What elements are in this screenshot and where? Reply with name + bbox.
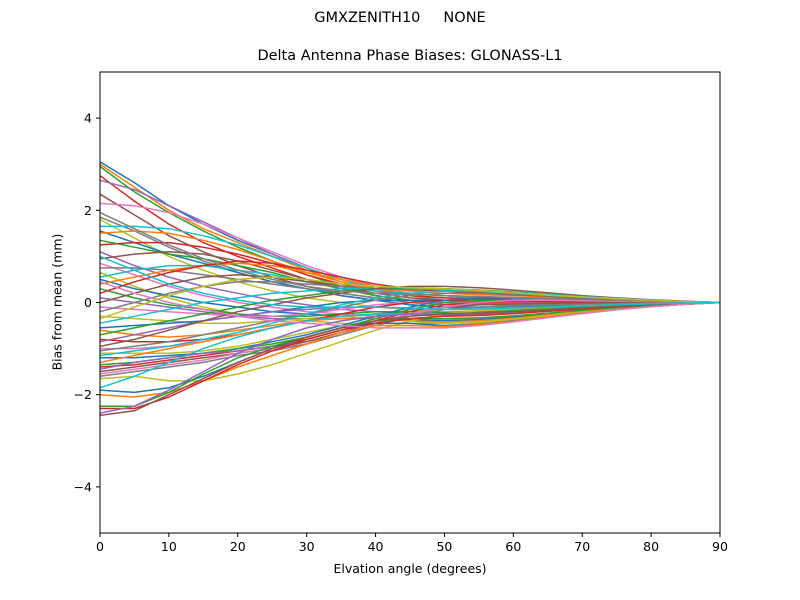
x-axis-label: Elvation angle (degrees) [333, 561, 487, 576]
series-line [99, 301, 721, 389]
series-line [99, 211, 721, 304]
series-line [99, 281, 721, 329]
x-tick-label: 80 [643, 539, 659, 554]
x-tick-label: 10 [161, 539, 177, 554]
series-line [99, 301, 721, 417]
series-line [100, 301, 721, 410]
x-tick-label: 20 [230, 539, 246, 554]
x-axis-ticks: 0 10 20 30 40 50 60 70 80 90 [96, 533, 728, 554]
y-tick-label: −4 [74, 479, 92, 494]
figure-suptitle: GMXZENITH10 NONE [314, 10, 486, 26]
chart-title: Delta Antenna Phase Biases: GLONASS-L1 [257, 48, 563, 64]
series-line [99, 161, 721, 304]
series-line [99, 300, 720, 368]
x-tick-label: 70 [574, 539, 590, 554]
y-tick-label: 2 [84, 203, 92, 218]
x-tick-label: 30 [299, 539, 315, 554]
series-lines [99, 161, 721, 417]
x-tick-label: 90 [712, 539, 728, 554]
series-line [99, 255, 721, 311]
x-tick-label: 60 [505, 539, 521, 554]
y-tick-label: 0 [84, 295, 92, 310]
y-axis-ticks: −4 −2 0 2 4 [74, 111, 100, 494]
x-tick-label: 40 [368, 539, 384, 554]
x-tick-label: 0 [96, 539, 104, 554]
y-tick-label: 4 [84, 111, 92, 126]
series-line [99, 276, 721, 320]
x-tick-label: 50 [436, 539, 452, 554]
y-tick-label: −2 [74, 387, 92, 402]
